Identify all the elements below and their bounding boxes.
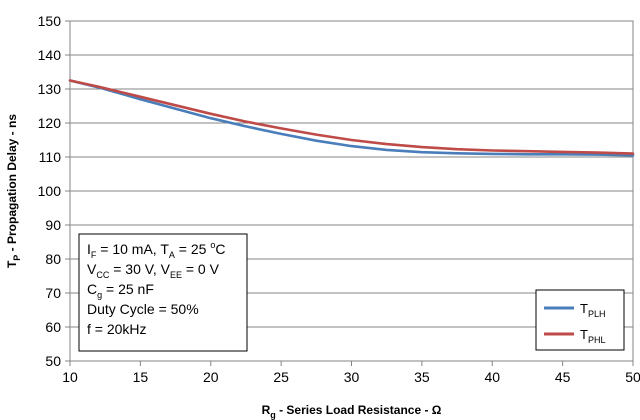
x-axis: 10 15 20 25 30 35 40 45 50 (62, 361, 640, 385)
annotation-line: Duty Cycle = 50% (87, 301, 199, 317)
y-tick-label: 120 (38, 115, 62, 131)
legend-label-phl: TPHL (580, 327, 605, 345)
x-axis-label-rest: - Series Load Resistance - Ω (276, 403, 442, 417)
x-axis-label-sub: g (270, 410, 276, 420)
legend-box (535, 289, 625, 351)
y-tick-label: 50 (45, 353, 61, 369)
series-lines (68, 79, 635, 157)
x-tick-label: 45 (555, 369, 571, 385)
legend-label-plh: TPLH (580, 301, 605, 319)
x-tick-label: 35 (414, 369, 430, 385)
y-axis-label-sub: P (12, 255, 22, 261)
x-tick-label: 50 (625, 369, 640, 385)
annotation-line: IF = 10 mA, TA = 25 oC (87, 240, 225, 260)
x-tick-label: 20 (203, 369, 219, 385)
y-tick-label: 140 (38, 47, 62, 63)
legend: TPLH TPHL (535, 289, 625, 351)
series-line-phl (68, 79, 635, 155)
annotation-line: VCC = 30 V, VEE = 0 V (87, 261, 220, 280)
annotation-line: Cg = 25 nF (87, 281, 154, 300)
x-tick-label: 10 (62, 369, 78, 385)
y-tick-label: 80 (45, 251, 61, 267)
y-axis: 50 60 70 80 90 100 110 120 130 140 150 (38, 13, 70, 369)
y-tick-label: 70 (45, 285, 61, 301)
y-tick-label: 110 (39, 149, 62, 165)
x-tick-label: 25 (273, 369, 289, 385)
y-tick-label: 90 (45, 217, 61, 233)
y-tick-label: 60 (45, 319, 61, 335)
annotation-box (78, 233, 248, 352)
series-line-plh (68, 79, 635, 157)
y-tick-label: 150 (38, 13, 62, 29)
y-axis-label-rest: - Propagation Delay - ns (5, 114, 19, 255)
annotation-line: f = 20kHz (87, 321, 147, 337)
y-tick-label: 100 (38, 183, 62, 199)
y-tick-label: 130 (38, 81, 62, 97)
y-axis-label-main: T (5, 260, 19, 268)
x-axis-label: Rg - Series Load Resistance - Ω (262, 403, 442, 420)
x-axis-label-main: R (262, 403, 271, 417)
x-tick-label: 30 (344, 369, 360, 385)
y-axis-label: TP - Propagation Delay - ns (5, 114, 22, 268)
x-tick-label: 15 (133, 369, 149, 385)
x-tick-label: 40 (484, 369, 500, 385)
